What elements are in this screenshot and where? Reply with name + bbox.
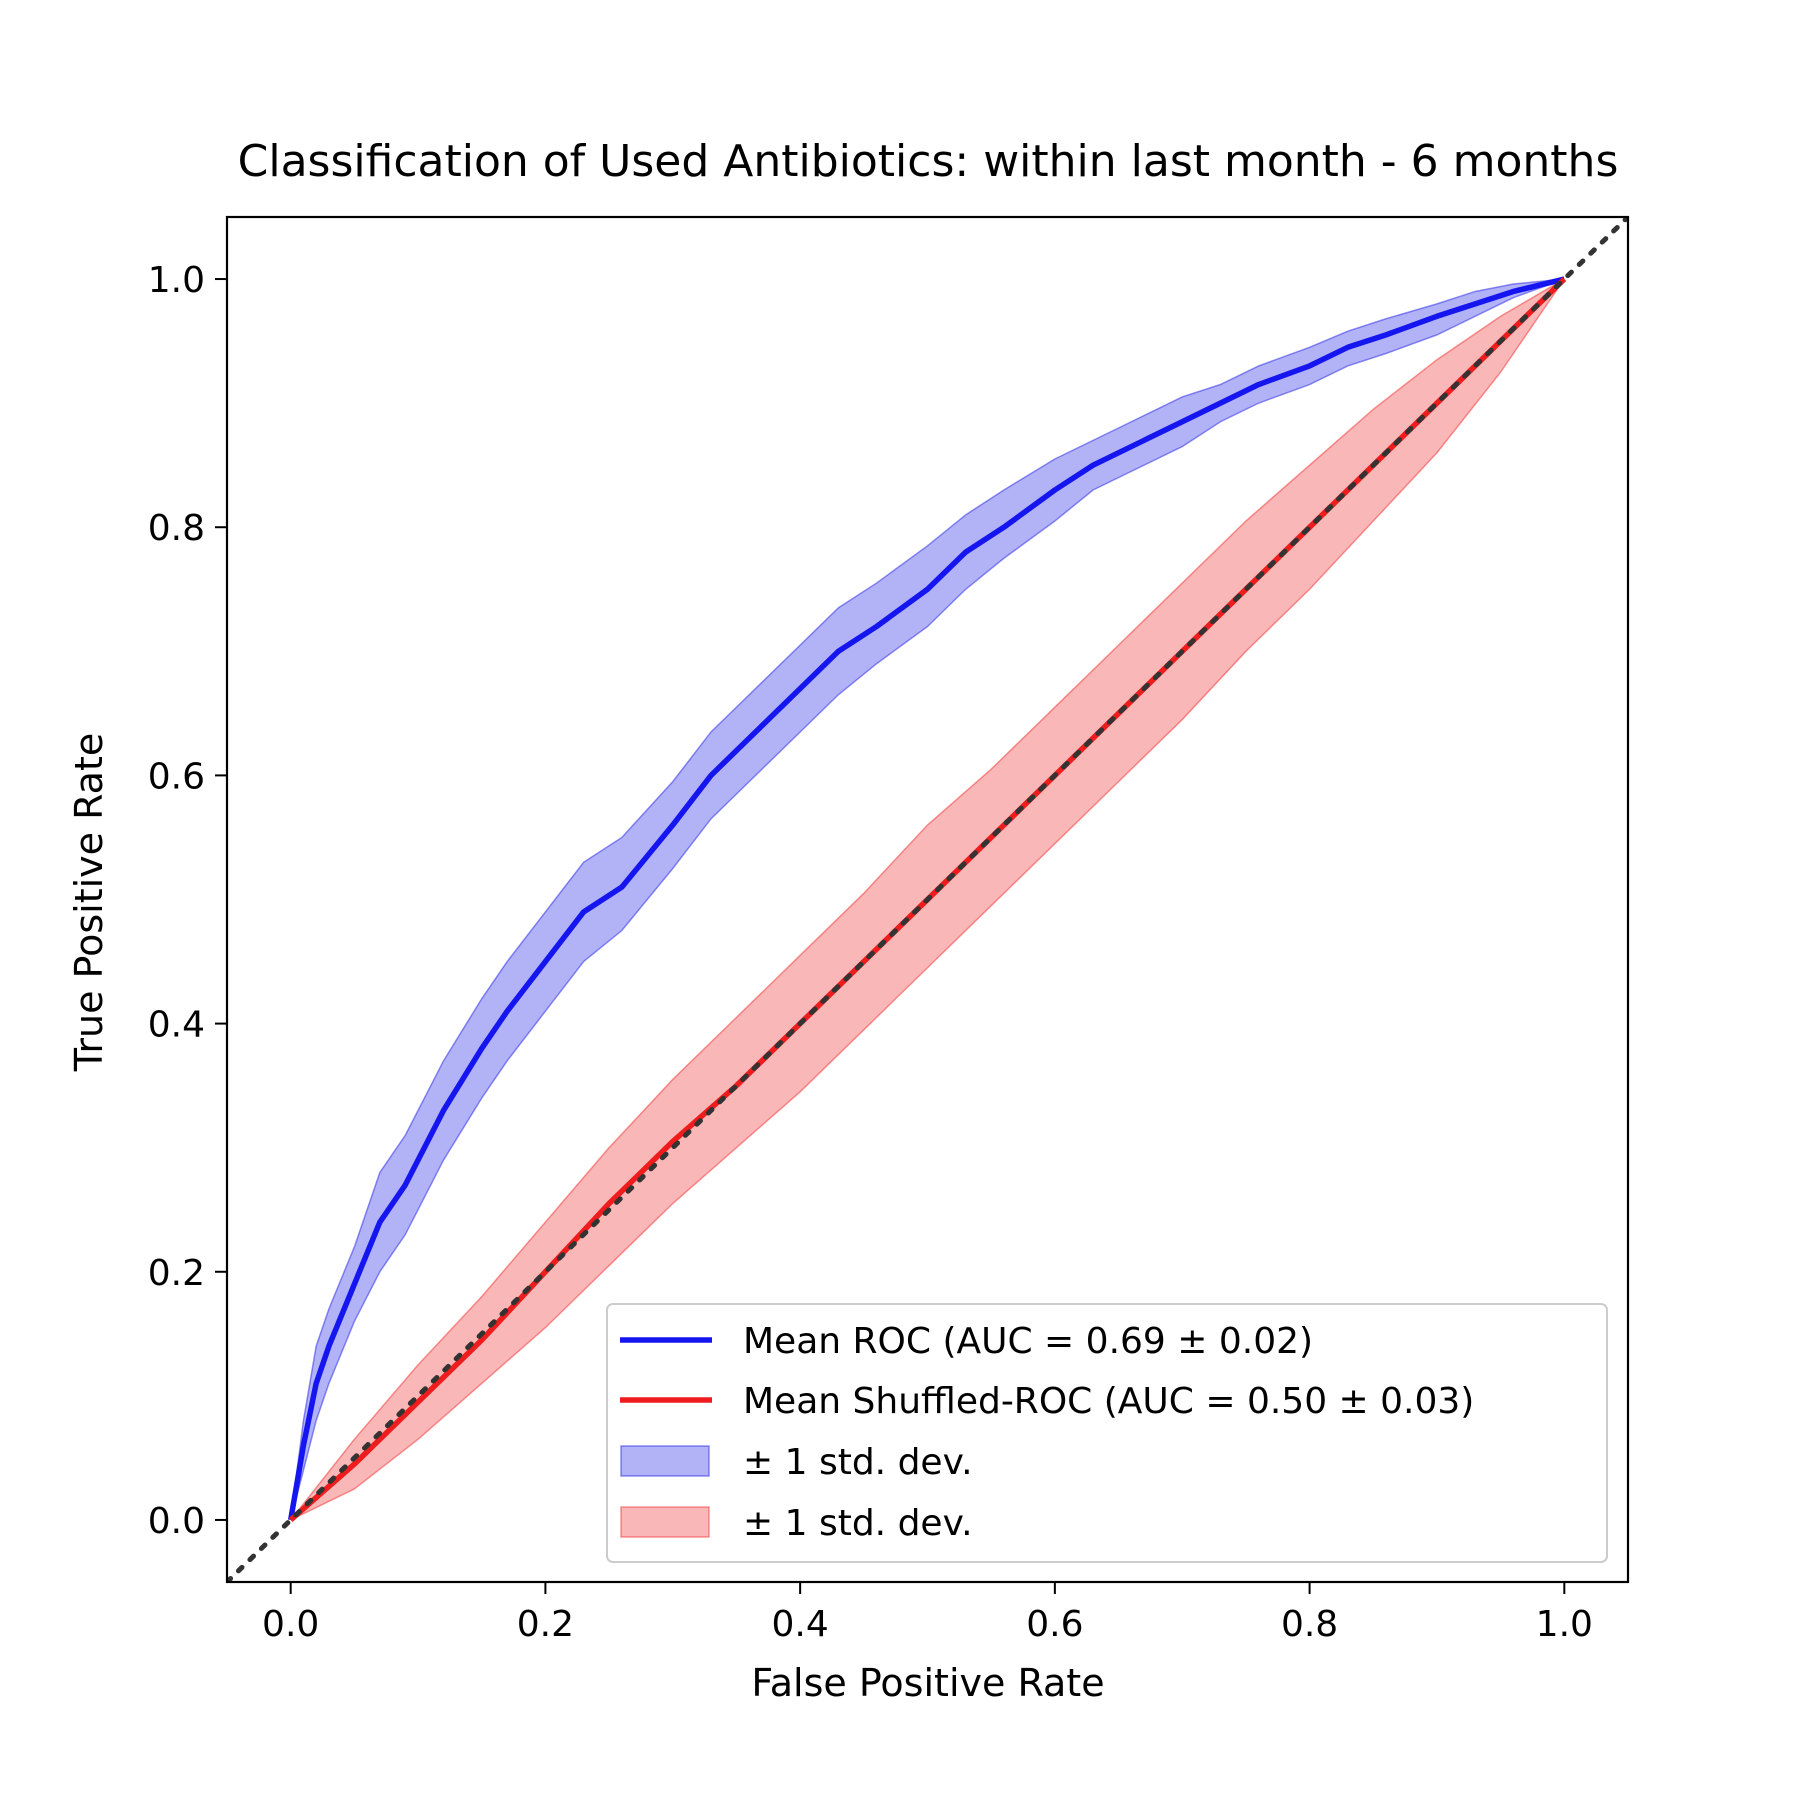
legend-patch-swatch: [620, 1445, 710, 1477]
legend-label: ± 1 std. dev.: [743, 1503, 973, 1544]
legend-label: ± 1 std. dev.: [743, 1442, 973, 1483]
y-tick-label: 0.6: [148, 756, 205, 797]
x-axis-label: False Positive Rate: [751, 1661, 1104, 1705]
y-tick-label: 0.4: [148, 1005, 205, 1046]
mean-roc-line: [287, 276, 1565, 1521]
y-tick-label: 0.0: [148, 1501, 205, 1542]
chart-title: Classification of Used Antibiotics: with…: [238, 136, 1619, 187]
y-tick-label: 0.8: [148, 508, 205, 549]
x-tick-label: 0.2: [517, 1604, 574, 1645]
legend-entry-mean-shuffled-roc: Mean Shuffled-ROC (AUC = 0.50 ± 0.03): [620, 1381, 1474, 1422]
legend-label: Mean ROC (AUC = 0.69 ± 0.02): [743, 1321, 1313, 1362]
chance-diagonal-line: [227, 217, 1628, 1582]
y-tick-label: 0.2: [148, 1253, 205, 1294]
legend-box: [606, 1303, 1608, 1563]
x-tick-label: 0.8: [1281, 1604, 1338, 1645]
x-tick-label: 0.4: [772, 1604, 829, 1645]
legend: Mean ROC (AUC = 0.69 ± 0.02) Mean Shuffle…: [606, 1303, 1608, 1563]
legend-entry-mean-roc: Mean ROC (AUC = 0.69 ± 0.02): [620, 1321, 1313, 1362]
y-axis-label: True Positive Rate: [67, 733, 111, 1073]
y-tick-label: 1.0: [148, 260, 205, 301]
x-tick-label: 1.0: [1536, 1604, 1593, 1645]
legend-patch-swatch: [620, 1506, 710, 1538]
plot-area: [225, 215, 1630, 1584]
legend-label: Mean Shuffled-ROC (AUC = 0.50 ± 0.03): [743, 1381, 1474, 1422]
legend-entry-red-band: ± 1 std. dev.: [620, 1503, 973, 1544]
axes-frame: [225, 215, 1630, 1584]
x-tick-label: 0.0: [262, 1604, 319, 1645]
x-axis: 0.0 0.2 0.4 0.6 0.8 1.0: [262, 1582, 1593, 1645]
legend-entry-blue-band: ± 1 std. dev.: [620, 1442, 973, 1483]
plot-marks: [227, 217, 1628, 1582]
y-axis: 0.0 0.2 0.4 0.6 0.8 1.0: [148, 260, 227, 1542]
x-tick-label: 0.6: [1026, 1604, 1083, 1645]
